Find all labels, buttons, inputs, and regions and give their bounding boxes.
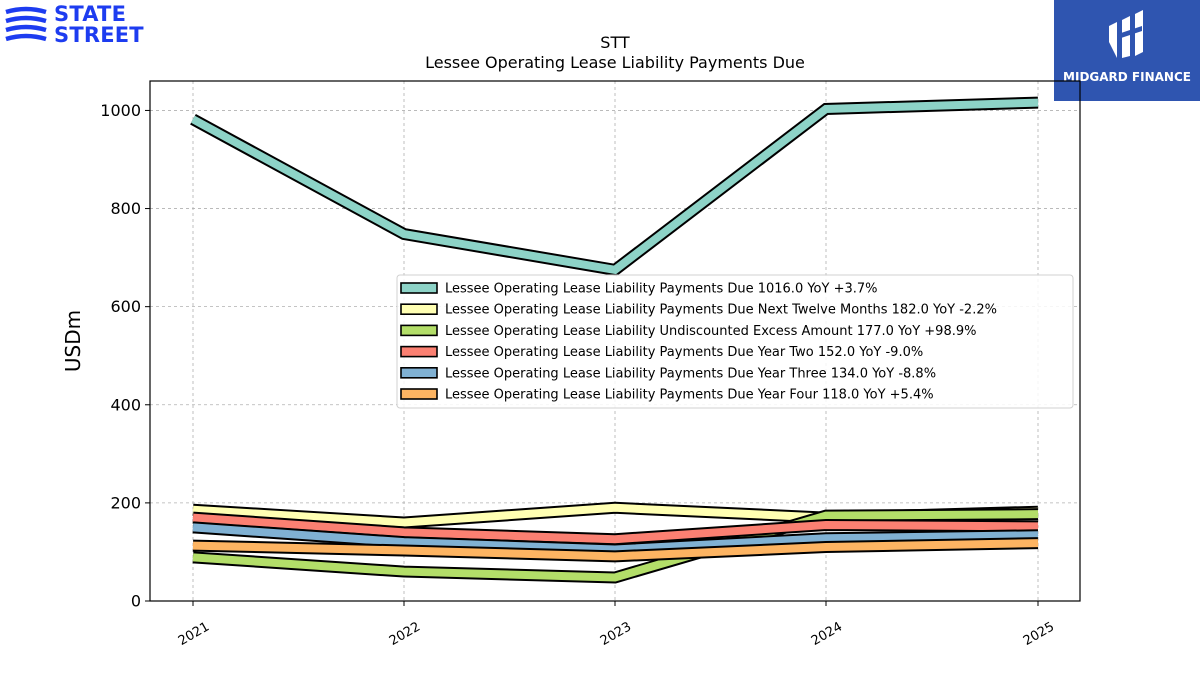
- data-point: [614, 576, 616, 578]
- chart-subtitle: Lessee Operating Lease Liability Payment…: [425, 53, 805, 72]
- data-point: [1037, 513, 1039, 515]
- x-tick-label: 2025: [1021, 619, 1057, 649]
- data-point: [614, 507, 616, 509]
- x-tick-label: 2021: [176, 619, 212, 649]
- data-point: [403, 233, 405, 235]
- data-point: [825, 546, 827, 548]
- data-point: [1037, 534, 1039, 536]
- data-point: [192, 545, 194, 547]
- data-point: [825, 515, 827, 517]
- data-point: [192, 517, 194, 519]
- midgard-finance-logo: MIDGARD FINANCE: [1054, 0, 1200, 101]
- legend-swatch: [400, 388, 438, 400]
- legend-label: Lessee Operating Lease Liability Undisco…: [445, 324, 976, 339]
- legend-entry: Lessee Operating Lease Liability Payment…: [400, 366, 936, 381]
- state-street-logo-mark: [5, 6, 47, 42]
- state-street-wordmark: STATE STREET: [54, 4, 144, 46]
- x-tick-label: 2023: [598, 619, 634, 649]
- legend: Lessee Operating Lease Liability Payment…: [396, 274, 1074, 409]
- series-line: [192, 537, 1039, 563]
- legend-label: Lessee Operating Lease Liability Payment…: [445, 366, 936, 381]
- y-tick-label: 800: [110, 199, 141, 218]
- x-axis-ticks: 2021 2022 2023 2024 2025: [176, 601, 1057, 649]
- y-tick-label: 200: [110, 493, 141, 512]
- midgard-logo-mark: [1109, 10, 1143, 58]
- legend-entry: Lessee Operating Lease Liability Payment…: [400, 282, 878, 297]
- y-axis-label: USDm: [61, 310, 85, 372]
- data-point: [1037, 525, 1039, 527]
- data-point: [825, 537, 827, 539]
- state-street-logo: STATE STREET: [4, 4, 164, 48]
- data-point: [403, 571, 405, 573]
- legend-swatch: [400, 303, 438, 316]
- data-point: [825, 524, 827, 526]
- y-tick-label: 1000: [100, 101, 141, 120]
- legend-label: Lessee Operating Lease Liability Payment…: [445, 282, 878, 297]
- data-point: [1037, 542, 1039, 544]
- legend-swatch: [400, 366, 438, 379]
- series-lines: [190, 96, 1039, 584]
- data-point: [192, 556, 194, 558]
- series-line: [192, 508, 1039, 584]
- data-point: [614, 269, 616, 271]
- legend-swatch: [400, 324, 438, 337]
- legend-label: Lessee Operating Lease Liability Payment…: [445, 345, 923, 360]
- legend-label: Lessee Operating Lease Liability Payment…: [445, 303, 997, 318]
- logo-line-1: STATE: [54, 2, 127, 26]
- legend-swatch: [400, 282, 438, 294]
- series-fill: [191, 98, 1039, 275]
- data-point: [825, 108, 827, 110]
- data-point: [614, 548, 616, 550]
- legend-label: Lessee Operating Lease Liability Payment…: [445, 388, 934, 403]
- series-line: [190, 96, 1039, 277]
- data-point: [192, 118, 194, 120]
- legend-box: [396, 274, 1074, 409]
- data-point: [192, 509, 194, 511]
- y-axis-ticks: 0 200 400 600 800 1000: [100, 101, 150, 611]
- logo-line-2: STREET: [54, 23, 144, 47]
- legend-entry: Lessee Operating Lease Liability Payment…: [400, 303, 997, 318]
- midgard-wordmark: MIDGARD FINANCE: [1063, 70, 1191, 84]
- y-tick-label: 0: [131, 592, 141, 611]
- x-tick-label: 2024: [809, 619, 845, 649]
- data-point: [192, 526, 194, 528]
- data-point: [614, 555, 616, 557]
- series-line: [192, 521, 1039, 556]
- legend-swatch: [400, 345, 438, 358]
- data-point: [403, 522, 405, 524]
- data-point: [614, 538, 616, 540]
- legend-entry: Lessee Operating Lease Liability Payment…: [400, 388, 934, 403]
- data-point: [403, 549, 405, 551]
- legend-entry: Lessee Operating Lease Liability Payment…: [400, 345, 923, 360]
- legend-entry: Lessee Operating Lease Liability Undisco…: [400, 324, 976, 339]
- data-point: [1037, 102, 1039, 104]
- data-point: [403, 531, 405, 533]
- x-tick-label: 2022: [387, 619, 423, 649]
- series-line: [192, 511, 1039, 546]
- y-tick-label: 600: [110, 297, 141, 316]
- chart-title: STT: [600, 33, 630, 52]
- y-tick-label: 400: [110, 395, 141, 414]
- data-point: [403, 541, 405, 543]
